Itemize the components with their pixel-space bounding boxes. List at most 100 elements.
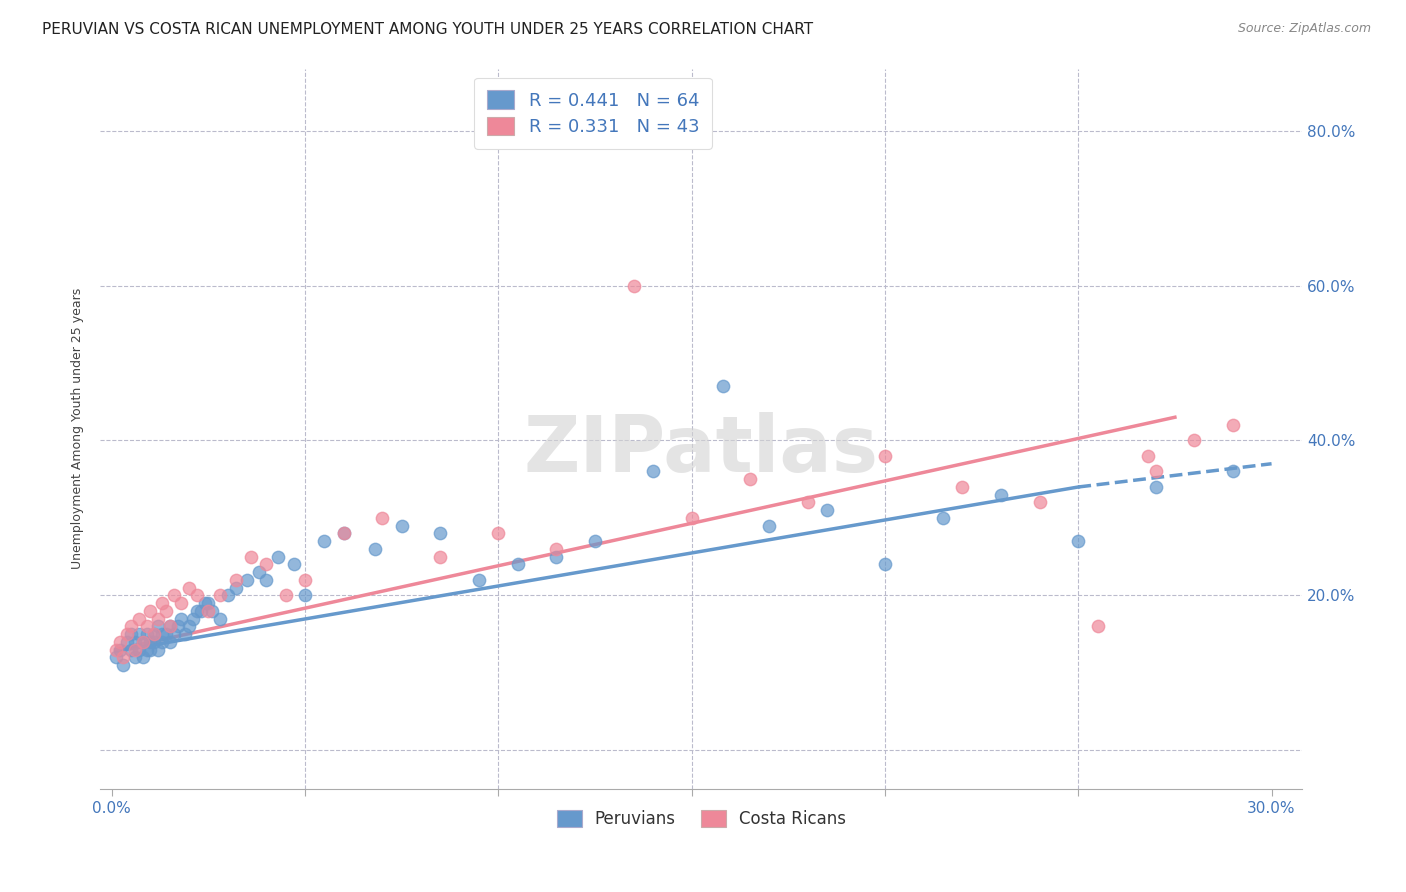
Point: [148, 642, 170, 657]
Point: [159, 619, 181, 633]
Point: [240, 549, 263, 564]
Text: ZIPatlas: ZIPatlas: [524, 412, 879, 489]
Point: [1028, 495, 1050, 509]
Point: [143, 635, 166, 649]
Point: [1144, 465, 1167, 479]
Point: [139, 642, 162, 657]
Point: [194, 596, 217, 610]
Point: [150, 635, 173, 649]
Point: [181, 612, 204, 626]
Point: [132, 635, 155, 649]
Point: [256, 558, 278, 572]
Point: [132, 650, 155, 665]
Point: [294, 573, 316, 587]
Point: [990, 488, 1012, 502]
Point: [873, 449, 896, 463]
Point: [143, 627, 166, 641]
Point: [294, 589, 316, 603]
Point: [112, 658, 135, 673]
Point: [623, 278, 645, 293]
Point: [132, 635, 155, 649]
Y-axis label: Unemployment Among Youth under 25 years: Unemployment Among Youth under 25 years: [72, 288, 84, 569]
Point: [283, 558, 305, 572]
Point: [371, 511, 394, 525]
Point: [274, 589, 297, 603]
Point: [758, 518, 780, 533]
Legend: Peruvians, Costa Ricans: Peruvians, Costa Ricans: [550, 804, 853, 835]
Point: [236, 573, 259, 587]
Point: [159, 635, 181, 649]
Point: [486, 526, 509, 541]
Point: [429, 526, 451, 541]
Point: [225, 573, 247, 587]
Point: [197, 596, 219, 610]
Point: [135, 627, 157, 641]
Point: [641, 465, 664, 479]
Point: [120, 627, 142, 641]
Point: [190, 604, 212, 618]
Point: [117, 627, 139, 641]
Point: [738, 472, 761, 486]
Point: [128, 642, 150, 657]
Point: [546, 541, 568, 556]
Point: [1067, 534, 1090, 549]
Point: [128, 612, 150, 626]
Point: [314, 534, 336, 549]
Point: [583, 534, 606, 549]
Point: [170, 596, 193, 610]
Point: [256, 573, 278, 587]
Point: [120, 619, 142, 633]
Point: [135, 619, 157, 633]
Point: [332, 526, 354, 541]
Text: PERUVIAN VS COSTA RICAN UNEMPLOYMENT AMONG YOUTH UNDER 25 YEARS CORRELATION CHAR: PERUVIAN VS COSTA RICAN UNEMPLOYMENT AMO…: [42, 22, 813, 37]
Point: [815, 503, 838, 517]
Point: [201, 604, 224, 618]
Point: [1087, 619, 1109, 633]
Text: Source: ZipAtlas.com: Source: ZipAtlas.com: [1237, 22, 1371, 36]
Point: [150, 627, 173, 641]
Point: [796, 495, 818, 509]
Point: [391, 518, 413, 533]
Point: [128, 627, 150, 641]
Point: [174, 627, 197, 641]
Point: [217, 589, 239, 603]
Point: [179, 619, 201, 633]
Point: [150, 596, 173, 610]
Point: [139, 604, 162, 618]
Point: [170, 612, 193, 626]
Point: [873, 558, 896, 572]
Point: [1144, 480, 1167, 494]
Point: [124, 650, 146, 665]
Point: [429, 549, 451, 564]
Point: [155, 627, 177, 641]
Point: [135, 642, 157, 657]
Point: [932, 511, 955, 525]
Point: [108, 635, 131, 649]
Point: [139, 635, 162, 649]
Point: [148, 619, 170, 633]
Point: [363, 541, 385, 556]
Point: [179, 581, 201, 595]
Point: [1222, 417, 1244, 432]
Point: [209, 612, 232, 626]
Point: [186, 604, 208, 618]
Point: [197, 604, 219, 618]
Point: [124, 635, 146, 649]
Point: [148, 612, 170, 626]
Point: [166, 619, 188, 633]
Point: [209, 589, 232, 603]
Point: [143, 627, 166, 641]
Point: [225, 581, 247, 595]
Point: [1182, 434, 1205, 448]
Point: [950, 480, 973, 494]
Point: [332, 526, 354, 541]
Point: [267, 549, 290, 564]
Point: [186, 589, 208, 603]
Point: [159, 619, 181, 633]
Point: [112, 650, 135, 665]
Point: [506, 558, 529, 572]
Point: [1222, 465, 1244, 479]
Point: [117, 635, 139, 649]
Point: [711, 379, 734, 393]
Point: [120, 642, 142, 657]
